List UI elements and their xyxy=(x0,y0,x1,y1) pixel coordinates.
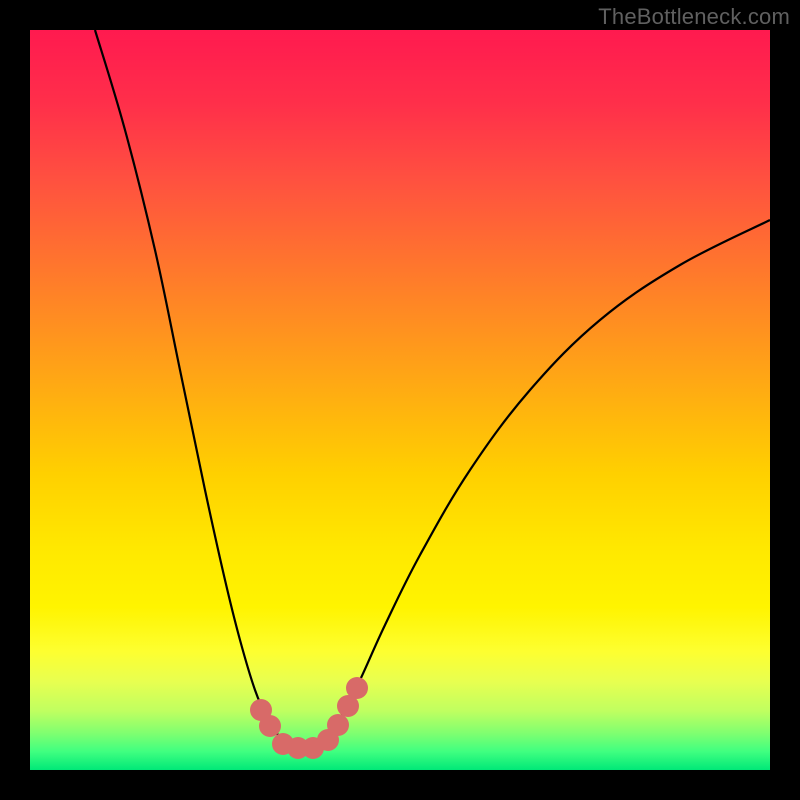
valley-marker xyxy=(259,715,281,737)
watermark-text: TheBottleneck.com xyxy=(598,4,790,30)
plot-background xyxy=(30,30,770,770)
chart-svg xyxy=(0,0,800,800)
valley-marker xyxy=(346,677,368,699)
valley-marker xyxy=(327,714,349,736)
bottleneck-chart: TheBottleneck.com xyxy=(0,0,800,800)
